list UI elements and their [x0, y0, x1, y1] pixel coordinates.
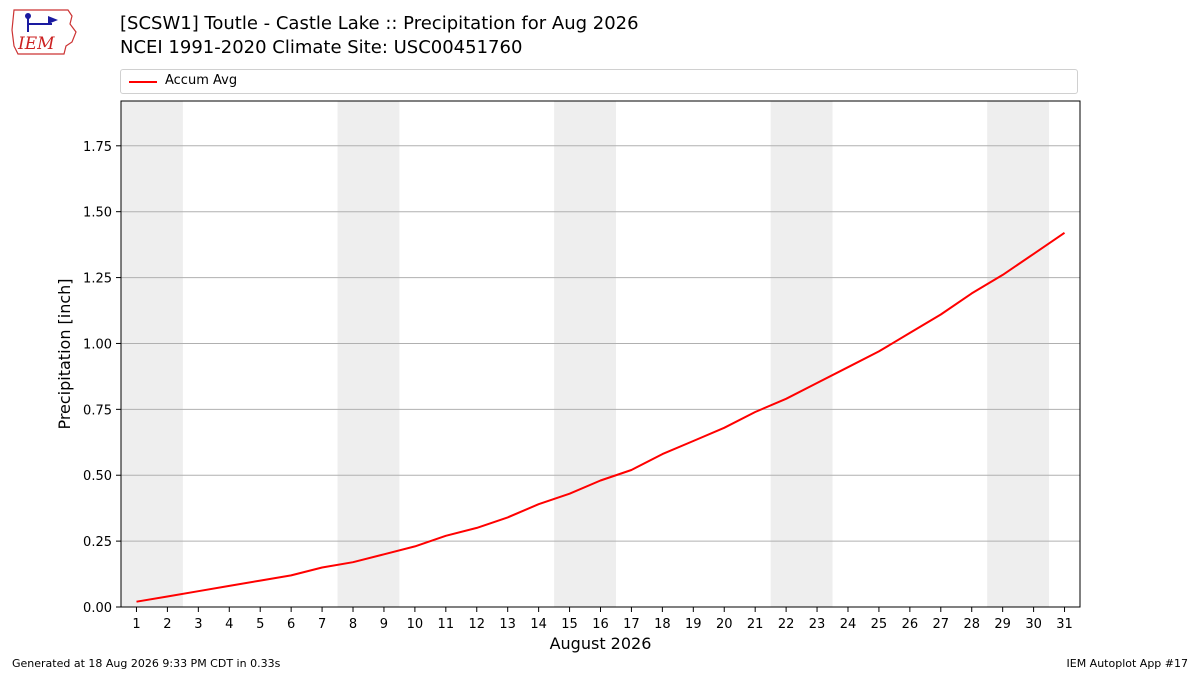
y-tick-label: 0.75	[83, 403, 112, 418]
legend: Accum Avg	[120, 69, 1078, 94]
x-tick-label: 5	[256, 617, 264, 632]
x-tick-label: 2	[163, 617, 171, 632]
x-tick-label: 11	[438, 617, 455, 632]
chart-title: [SCSW1] Toutle - Castle Lake :: Precipit…	[120, 13, 639, 34]
weekend-band	[770, 101, 833, 607]
x-tick-label: 7	[318, 617, 326, 632]
x-tick-label: 20	[716, 617, 733, 632]
series-line-accum-avg	[136, 231, 1066, 603]
x-tick-label: 25	[871, 617, 888, 632]
footer-generated: Generated at 18 Aug 2026 9:33 PM CDT in …	[12, 657, 281, 670]
chart-subtitle: NCEI 1991-2020 Climate Site: USC00451760	[120, 37, 523, 58]
y-tick-label: 1.00	[83, 337, 112, 352]
x-tick-label: 9	[380, 617, 388, 632]
x-axis-label: August 2026	[550, 634, 652, 653]
x-tick-label: 21	[747, 617, 764, 632]
x-tick-label: 15	[561, 617, 578, 632]
weekend-band	[554, 101, 616, 607]
footer-app: IEM Autoplot App #17	[1066, 657, 1189, 670]
x-tick-label: 14	[530, 617, 547, 632]
x-tick-label: 23	[809, 617, 826, 632]
x-tick-label: 24	[840, 617, 857, 632]
svg-text:IEM: IEM	[17, 34, 55, 54]
x-tick-label: 27	[933, 617, 950, 632]
weekend-band	[987, 101, 1050, 607]
x-tick-label: 12	[468, 617, 485, 632]
y-tick-label: 0.50	[83, 469, 112, 484]
y-tick-label: 1.75	[83, 140, 112, 155]
y-tick-label: 1.25	[83, 272, 112, 287]
x-tick-label: 17	[623, 617, 640, 632]
x-tick-label: 30	[1025, 617, 1042, 632]
x-tick-label: 10	[407, 617, 424, 632]
plot-frame	[120, 100, 1081, 608]
legend-label-accum-avg: Accum Avg	[165, 73, 238, 88]
x-tick-label: 26	[902, 617, 919, 632]
y-tick-label: 1.50	[83, 206, 112, 221]
y-tick-label: 0.00	[83, 601, 112, 616]
iem-logo: IEM	[11, 9, 77, 55]
x-tick-label: 18	[654, 617, 671, 632]
legend-swatch-accum-avg	[129, 81, 157, 83]
x-tick-label: 16	[592, 617, 609, 632]
x-tick-label: 31	[1056, 617, 1073, 632]
x-tick-label: 22	[778, 617, 795, 632]
x-tick-label: 29	[994, 617, 1011, 632]
x-tick-label: 4	[225, 617, 233, 632]
y-tick-label: 0.25	[83, 535, 112, 550]
x-tick-label: 13	[499, 617, 516, 632]
x-tick-label: 19	[685, 617, 702, 632]
x-tick-label: 8	[349, 617, 357, 632]
x-tick-label: 28	[963, 617, 980, 632]
x-tick-label: 3	[194, 617, 202, 632]
y-axis-label: Precipitation [inch]	[55, 278, 74, 429]
x-tick-label: 6	[287, 617, 295, 632]
weekend-band	[337, 101, 400, 607]
x-tick-label: 1	[132, 617, 140, 632]
weekend-band	[121, 101, 183, 607]
